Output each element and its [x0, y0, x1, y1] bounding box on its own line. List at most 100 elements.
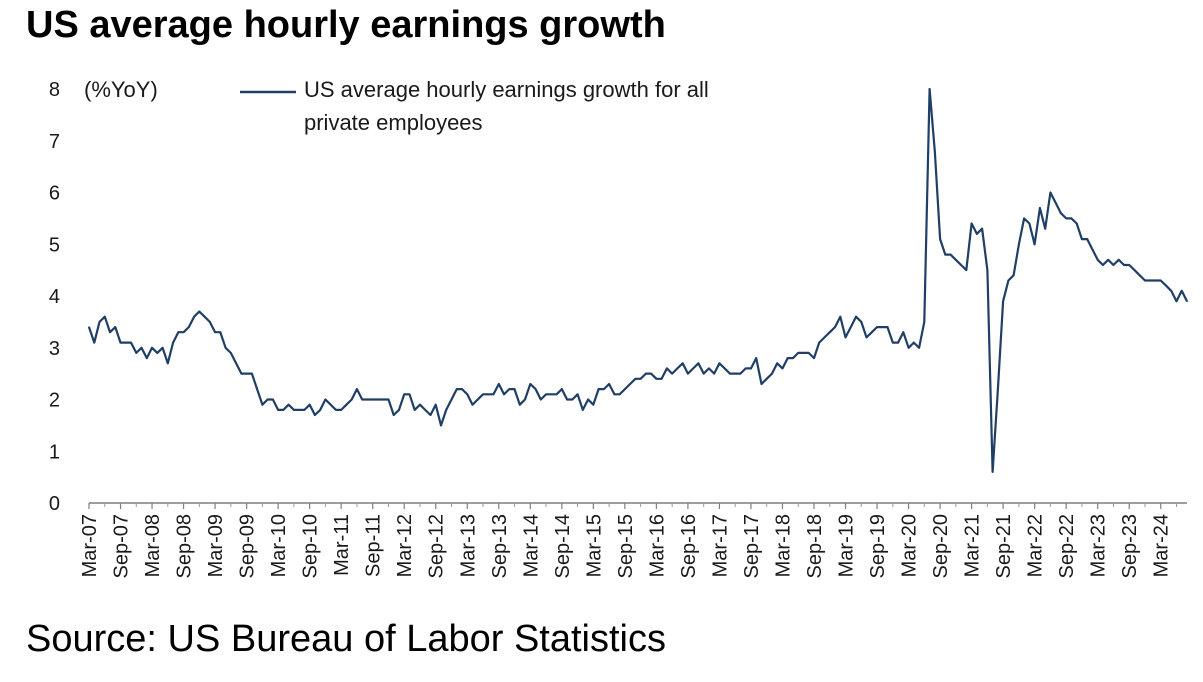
y-tick-labels: 0 1 2 3 4 5 6 7 8: [49, 79, 60, 515]
legend: (%YoY) US average hourly earnings growth…: [84, 77, 709, 135]
data-point: [125, 341, 127, 344]
data-point: [613, 393, 616, 396]
data-point: [545, 393, 547, 396]
data-point: [760, 383, 763, 385]
chart-axes: [88, 502, 1187, 509]
data-point: [1039, 207, 1041, 209]
data-point: [608, 383, 610, 385]
data-point: [876, 326, 878, 328]
data-point: [508, 388, 511, 390]
data-point: [1065, 217, 1067, 220]
data-point: [855, 315, 857, 318]
data-point: [98, 321, 101, 323]
y-tick-label: 5: [49, 234, 60, 256]
data-point: [944, 253, 947, 256]
data-point: [976, 233, 978, 235]
x-tick-label: Mar-07: [79, 514, 101, 577]
data-point: [723, 367, 726, 370]
data-point: [345, 403, 348, 406]
data-point: [256, 388, 258, 390]
data-point: [702, 372, 705, 375]
data-point: [1149, 279, 1151, 282]
data-point: [708, 367, 710, 370]
data-point: [991, 471, 994, 473]
data-point: [135, 352, 138, 354]
data-point: [834, 326, 836, 328]
data-point: [235, 362, 237, 365]
data-point: [146, 357, 148, 359]
data-point: [519, 403, 521, 406]
data-point: [1170, 290, 1172, 292]
x-tick-label: Mar-10: [268, 514, 290, 577]
data-point: [1023, 217, 1025, 220]
data-point: [1102, 264, 1104, 266]
data-point: [1180, 290, 1183, 292]
data-point: [324, 398, 327, 401]
data-point: [681, 362, 684, 365]
data-point: [918, 347, 920, 349]
data-point: [230, 352, 232, 354]
x-tick-label: Sep-07: [111, 514, 133, 579]
data-point: [1070, 217, 1073, 220]
x-tick-label: Mar-16: [646, 514, 668, 577]
data-point: [177, 331, 180, 334]
data-point: [592, 403, 595, 406]
data-point: [555, 393, 558, 396]
data-point: [934, 150, 936, 152]
data-point: [209, 321, 211, 323]
x-tick-label: Mar-20: [899, 514, 921, 577]
data-point: [650, 372, 652, 375]
data-point: [886, 326, 889, 328]
data-point: [981, 227, 983, 230]
data-point: [561, 388, 563, 390]
data-point: [93, 341, 96, 344]
data-point: [161, 347, 164, 349]
data-point: [392, 414, 395, 416]
data-point: [130, 341, 132, 344]
data-point: [792, 357, 794, 359]
x-tick-labels: Mar-07 Sep-07 Mar-08 Sep-08 Mar-09 Sep-09 Mar-…: [79, 514, 1173, 579]
data-point: [513, 388, 516, 390]
data-point: [319, 409, 322, 411]
data-point: [272, 398, 274, 401]
data-point: [366, 398, 369, 401]
data-point: [965, 269, 968, 271]
data-point: [1112, 264, 1115, 266]
data-point: [639, 378, 642, 380]
data-point: [1165, 284, 1167, 287]
data-point: [293, 409, 295, 411]
data-point: [603, 388, 605, 390]
x-tick-label: Sep-14: [552, 514, 574, 579]
data-point: [340, 409, 343, 411]
data-point: [629, 383, 631, 385]
x-tick-label: Mar-18: [772, 514, 794, 577]
data-point: [303, 409, 306, 411]
data-point: [671, 372, 673, 375]
data-point: [697, 362, 700, 365]
data-point: [734, 372, 736, 375]
y-tick-label: 1: [49, 441, 60, 463]
data-point: [902, 331, 905, 334]
data-point: [429, 414, 432, 416]
data-point: [119, 341, 122, 344]
data-point: [634, 378, 637, 380]
data-point: [167, 362, 169, 365]
data-point: [198, 310, 201, 313]
x-tick-label: Mar-21: [962, 514, 984, 577]
data-point: [997, 388, 999, 390]
data-point: [450, 398, 453, 401]
data-point: [534, 388, 537, 390]
data-point: [718, 362, 721, 365]
y-tick-label: 2: [49, 390, 60, 412]
data-point: [1044, 227, 1046, 230]
x-tick-label: Mar-12: [394, 514, 416, 577]
data-point: [261, 403, 264, 406]
x-tick-label: Sep-15: [615, 514, 637, 579]
data-point: [245, 372, 248, 375]
x-tick-label: Sep-21: [993, 514, 1015, 579]
data-point: [881, 326, 884, 328]
data-point: [1049, 191, 1052, 194]
data-point: [408, 393, 411, 396]
data-point: [277, 409, 279, 411]
data-point: [492, 393, 495, 396]
